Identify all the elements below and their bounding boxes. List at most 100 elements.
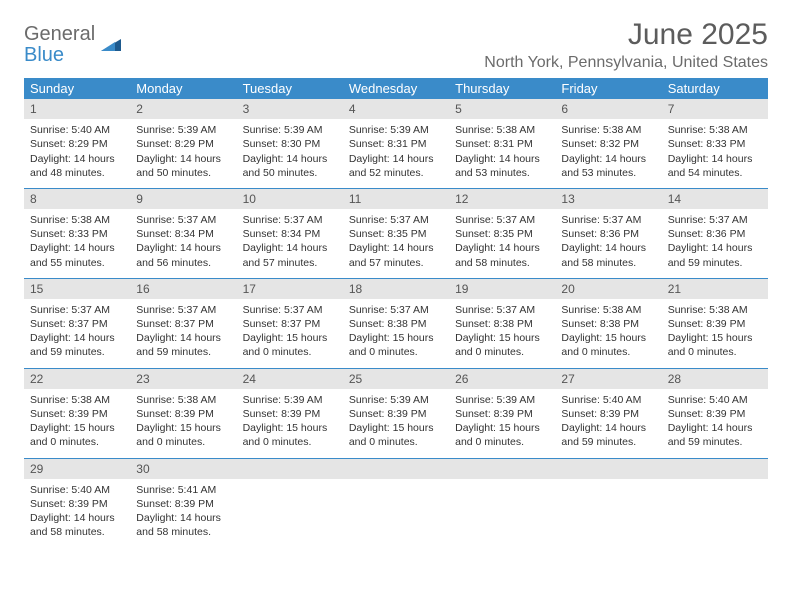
day-number: 28	[662, 369, 768, 389]
day-cell: 13 Sunrise: 5:37 AMSunset: 8:36 PMDayligh…	[555, 188, 661, 278]
logo: General Blue	[24, 24, 123, 66]
sunset-line: Sunset: 8:39 PM	[136, 497, 230, 511]
day-body: Sunrise: 5:37 AMSunset: 8:35 PMDaylight:…	[449, 209, 555, 278]
day-body: Sunrise: 5:37 AMSunset: 8:37 PMDaylight:…	[130, 299, 236, 368]
sunrise-line: Sunrise: 5:39 AM	[349, 123, 443, 137]
month-title: June 2025	[484, 18, 768, 52]
day-number-empty	[555, 459, 661, 479]
sunrise-line: Sunrise: 5:38 AM	[30, 213, 124, 227]
day-cell: 6Sunrise: 5:38 AMSunset: 8:32 PMDaylight…	[555, 99, 661, 188]
daylight-line: Daylight: 14 hours and 55 minutes.	[30, 241, 124, 269]
sunrise-line: Sunrise: 5:38 AM	[561, 123, 655, 137]
day-body: Sunrise: 5:38 AMSunset: 8:38 PMDaylight:…	[555, 299, 661, 368]
sunrise-line: Sunrise: 5:39 AM	[455, 393, 549, 407]
day-cell: 20Sunrise: 5:38 AMSunset: 8:38 PMDayligh…	[555, 278, 661, 368]
day-cell: 8Sunrise: 5:38 AMSunset: 8:33 PMDaylight…	[24, 188, 130, 278]
day-number-empty	[662, 459, 768, 479]
daylight-line: Daylight: 14 hours and 59 minutes.	[30, 331, 124, 359]
sunrise-line: Sunrise: 5:37 AM	[668, 213, 762, 227]
day-cell: 4Sunrise: 5:39 AMSunset: 8:31 PMDaylight…	[343, 99, 449, 188]
day-body: Sunrise: 5:37 AMSunset: 8:34 PMDaylight:…	[237, 209, 343, 278]
week-row: 15Sunrise: 5:37 AMSunset: 8:37 PMDayligh…	[24, 278, 768, 368]
day-cell: 30Sunrise: 5:41 AMSunset: 8:39 PMDayligh…	[130, 458, 236, 547]
sunrise-line: Sunrise: 5:41 AM	[136, 483, 230, 497]
day-body: Sunrise: 5:39 AMSunset: 8:31 PMDaylight:…	[343, 119, 449, 188]
sunset-line: Sunset: 8:39 PM	[30, 497, 124, 511]
sunset-line: Sunset: 8:36 PM	[561, 227, 655, 241]
sunset-line: Sunset: 8:31 PM	[349, 137, 443, 151]
sunset-line: Sunset: 8:29 PM	[30, 137, 124, 151]
day-cell: 24Sunrise: 5:39 AMSunset: 8:39 PMDayligh…	[237, 368, 343, 458]
day-number: 13	[555, 189, 661, 209]
day-number: 10	[237, 189, 343, 209]
day-body-empty	[662, 479, 768, 531]
sunrise-line: Sunrise: 5:37 AM	[561, 213, 655, 227]
daylight-line: Daylight: 15 hours and 0 minutes.	[349, 331, 443, 359]
day-body: Sunrise: 5:39 AMSunset: 8:39 PMDaylight:…	[449, 389, 555, 458]
day-body: Sunrise: 5:41 AMSunset: 8:39 PMDaylight:…	[130, 479, 236, 548]
day-cell: 3Sunrise: 5:39 AMSunset: 8:30 PMDaylight…	[237, 99, 343, 188]
day-body: Sunrise: 5:38 AMSunset: 8:32 PMDaylight:…	[555, 119, 661, 188]
daylight-line: Daylight: 15 hours and 0 minutes.	[455, 331, 549, 359]
sunset-line: Sunset: 8:37 PM	[30, 317, 124, 331]
day-number: 7	[662, 99, 768, 119]
day-cell: 28Sunrise: 5:40 AMSunset: 8:39 PMDayligh…	[662, 368, 768, 458]
daylight-line: Daylight: 14 hours and 58 minutes.	[561, 241, 655, 269]
sunrise-line: Sunrise: 5:37 AM	[349, 213, 443, 227]
day-cell: 29Sunrise: 5:40 AMSunset: 8:39 PMDayligh…	[24, 458, 130, 547]
daylight-line: Daylight: 14 hours and 57 minutes.	[349, 241, 443, 269]
day-cell: 15Sunrise: 5:37 AMSunset: 8:37 PMDayligh…	[24, 278, 130, 368]
sunrise-line: Sunrise: 5:38 AM	[30, 393, 124, 407]
header: General Blue June 2025 North York, Penns…	[24, 18, 768, 72]
day-body: Sunrise: 5:37 AMSunset: 8:36 PMDaylight:…	[662, 209, 768, 278]
day-number: 21	[662, 279, 768, 299]
day-body: Sunrise: 5:37 AMSunset: 8:34 PMDaylight:…	[130, 209, 236, 278]
dow-header: Sunday	[24, 78, 130, 99]
day-cell: 27Sunrise: 5:40 AMSunset: 8:39 PMDayligh…	[555, 368, 661, 458]
sunrise-line: Sunrise: 5:37 AM	[455, 303, 549, 317]
sunset-line: Sunset: 8:29 PM	[136, 137, 230, 151]
day-body-empty	[237, 479, 343, 531]
daylight-line: Daylight: 14 hours and 59 minutes.	[668, 421, 762, 449]
daylight-line: Daylight: 14 hours and 52 minutes.	[349, 152, 443, 180]
sunrise-line: Sunrise: 5:40 AM	[561, 393, 655, 407]
day-body-empty	[555, 479, 661, 531]
dow-header: Friday	[555, 78, 661, 99]
daylight-line: Daylight: 14 hours and 53 minutes.	[561, 152, 655, 180]
title-block: June 2025 North York, Pennsylvania, Unit…	[484, 18, 768, 72]
sunset-line: Sunset: 8:35 PM	[349, 227, 443, 241]
sunrise-line: Sunrise: 5:40 AM	[668, 393, 762, 407]
day-cell: 2Sunrise: 5:39 AMSunset: 8:29 PMDaylight…	[130, 99, 236, 188]
day-number: 26	[449, 369, 555, 389]
sunset-line: Sunset: 8:33 PM	[668, 137, 762, 151]
daylight-line: Daylight: 14 hours and 53 minutes.	[455, 152, 549, 180]
day-body: Sunrise: 5:38 AMSunset: 8:39 PMDaylight:…	[24, 389, 130, 458]
sunrise-line: Sunrise: 5:38 AM	[561, 303, 655, 317]
sunset-line: Sunset: 8:39 PM	[136, 407, 230, 421]
day-cell: 5Sunrise: 5:38 AMSunset: 8:31 PMDaylight…	[449, 99, 555, 188]
sunrise-line: Sunrise: 5:40 AM	[30, 123, 124, 137]
day-number: 27	[555, 369, 661, 389]
calendar-grid: SundayMondayTuesdayWednesdayThursdayFrid…	[24, 78, 768, 547]
sunrise-line: Sunrise: 5:39 AM	[243, 123, 337, 137]
day-body-empty	[343, 479, 449, 531]
sunset-line: Sunset: 8:34 PM	[136, 227, 230, 241]
day-number: 22	[24, 369, 130, 389]
day-number: 24	[237, 369, 343, 389]
sunset-line: Sunset: 8:36 PM	[668, 227, 762, 241]
dow-header: Saturday	[662, 78, 768, 99]
day-number: 9	[130, 189, 236, 209]
sunset-line: Sunset: 8:32 PM	[561, 137, 655, 151]
day-number-empty	[449, 459, 555, 479]
daylight-line: Daylight: 14 hours and 58 minutes.	[455, 241, 549, 269]
daylight-line: Daylight: 14 hours and 48 minutes.	[30, 152, 124, 180]
day-body: Sunrise: 5:40 AMSunset: 8:39 PMDaylight:…	[555, 389, 661, 458]
day-number: 6	[555, 99, 661, 119]
day-number: 1	[24, 99, 130, 119]
day-number: 29	[24, 459, 130, 479]
sunset-line: Sunset: 8:39 PM	[349, 407, 443, 421]
day-body-empty	[449, 479, 555, 531]
sunset-line: Sunset: 8:39 PM	[455, 407, 549, 421]
daylight-line: Daylight: 15 hours and 0 minutes.	[561, 331, 655, 359]
day-cell: 22Sunrise: 5:38 AMSunset: 8:39 PMDayligh…	[24, 368, 130, 458]
